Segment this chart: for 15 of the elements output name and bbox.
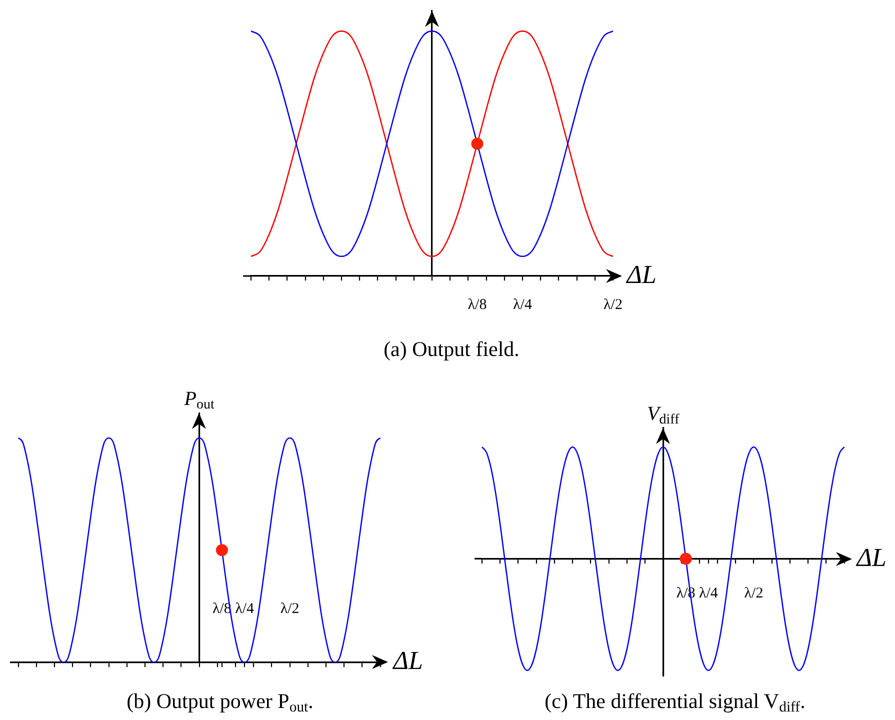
x-tick-label: λ/2 [744, 586, 764, 602]
x-tick-label: λ/8 [468, 296, 487, 313]
text: (b) Output power P$_{out}$. [126, 689, 314, 716]
text: (c) The differential signal V$_{diff}$. [544, 689, 806, 716]
x-tick-label: λ/4 [698, 586, 718, 602]
x-tick-label: λ/4 [235, 601, 255, 618]
text: (a) Output field. [382, 337, 520, 362]
x-tick-label: λ/2 [604, 296, 622, 313]
x-tick-label: λ/2 [280, 601, 300, 618]
y-axis-title: V$_{diff}$ [647, 403, 680, 428]
y-axis-title: P$_{out}$ [184, 388, 214, 413]
x-axis-title: ΔL [856, 542, 886, 572]
x-axis-title: ΔL [626, 260, 656, 290]
x-tick-label: λ/4 [513, 296, 532, 313]
x-axis-title: ΔL [393, 646, 424, 676]
